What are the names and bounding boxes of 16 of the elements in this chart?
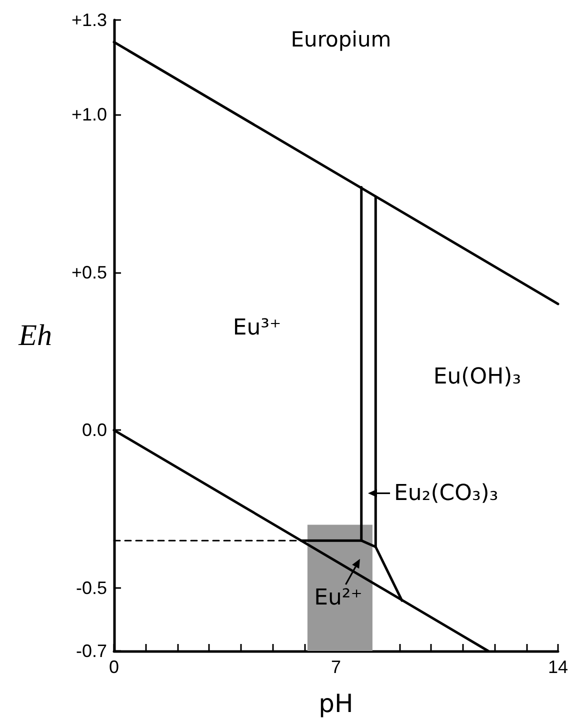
y-tick-label: +0.5 [71,262,107,282]
chart-title: Europium [290,28,392,52]
annotation: Eu(OH)₃ [433,364,522,390]
x-axis-title: pH [318,689,354,718]
x-tick-label: 14 [548,657,568,677]
y-tick-label: -0.5 [76,578,107,598]
y-tick-label: 0.0 [82,420,107,440]
y-axis-title: Eh [18,319,52,352]
y-tick-label: +1.3 [71,10,107,30]
annotation: Eu₂(CO₃)₃ [394,480,498,506]
x-tick-label: 7 [330,657,342,677]
annotation: Eu²⁺ [314,585,362,610]
y-tick-label: +1.0 [71,104,107,125]
y-tick-label: -0.7 [76,641,107,661]
annotation: Eu³⁺ [232,315,282,340]
x-tick-label: 0 [108,657,120,677]
